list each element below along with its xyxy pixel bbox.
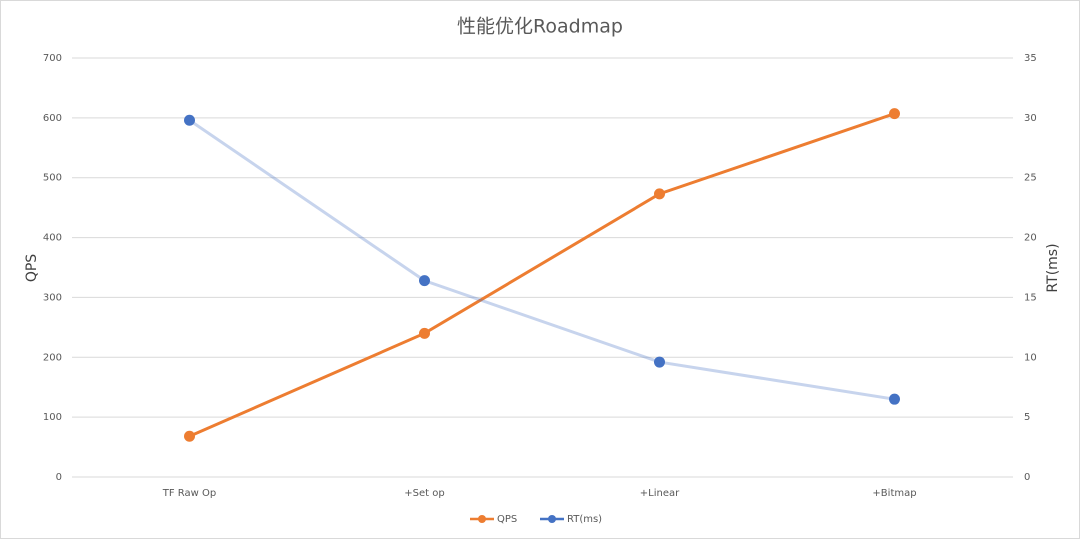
y-tick-label: 300: [43, 292, 62, 303]
point: [419, 327, 430, 339]
legend-label: QPS: [497, 514, 517, 525]
y-axis-title: QPS: [24, 254, 40, 282]
point: [184, 114, 195, 126]
y2-tick-label: 10: [1024, 352, 1037, 363]
legend-label: RT(ms): [567, 514, 602, 525]
y2-tick-label: 25: [1024, 173, 1037, 184]
series-line: [188, 119, 895, 401]
point: [654, 356, 665, 368]
y2-tick-label: 5: [1024, 412, 1030, 423]
series-line: [188, 112, 895, 438]
y-tick-label: 0: [56, 472, 62, 483]
y2-tick-label: 0: [1024, 472, 1030, 483]
y2-tick-label: 20: [1024, 233, 1037, 244]
chart-title: 性能优化Roadmap: [457, 16, 623, 38]
y-tick-label: 100: [43, 412, 62, 423]
legend-marker: [548, 515, 556, 523]
point: [654, 188, 665, 200]
x-tick-label: +Set op: [404, 488, 444, 499]
y-tick-label: 700: [43, 53, 62, 64]
point: [889, 393, 900, 405]
y-tick-label: 500: [43, 173, 62, 184]
x-tick-label: +Linear: [640, 488, 680, 499]
x-tick-label: +Bitmap: [872, 488, 916, 499]
point: [419, 275, 430, 287]
point: [889, 108, 900, 120]
legend-marker: [478, 515, 486, 523]
y2-tick-label: 30: [1024, 113, 1037, 124]
y-tick-label: 600: [43, 113, 62, 124]
y2-axis-title: RT(ms): [1045, 243, 1061, 292]
x-tick-label: TF Raw Op: [162, 488, 216, 499]
y-tick-label: 400: [43, 233, 62, 244]
point: [184, 430, 195, 442]
y2-tick-label: 35: [1024, 53, 1037, 64]
y2-tick-label: 15: [1024, 292, 1037, 303]
y-tick-label: 200: [43, 352, 62, 363]
